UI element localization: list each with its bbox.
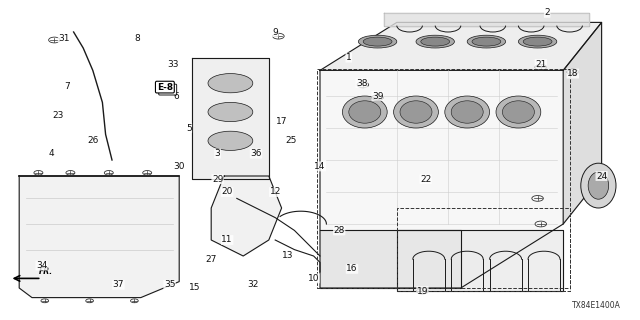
Bar xyxy=(397,208,570,291)
Text: 20: 20 xyxy=(221,188,233,196)
Polygon shape xyxy=(320,230,461,288)
Ellipse shape xyxy=(208,102,253,122)
Polygon shape xyxy=(563,22,602,224)
Text: 22: 22 xyxy=(420,175,431,184)
Polygon shape xyxy=(320,22,602,70)
Text: 9: 9 xyxy=(273,28,278,36)
Text: 13: 13 xyxy=(282,252,294,260)
Text: 39: 39 xyxy=(372,92,383,100)
Text: 10: 10 xyxy=(308,274,319,283)
Text: 2: 2 xyxy=(545,8,550,17)
Text: 31: 31 xyxy=(58,34,70,43)
Text: 26: 26 xyxy=(87,136,99,145)
Text: 15: 15 xyxy=(189,284,201,292)
Text: 34: 34 xyxy=(36,261,47,270)
Text: 19: 19 xyxy=(417,287,428,296)
Ellipse shape xyxy=(416,35,454,48)
Ellipse shape xyxy=(502,101,534,123)
Ellipse shape xyxy=(358,35,397,48)
Ellipse shape xyxy=(208,74,253,93)
Ellipse shape xyxy=(524,37,552,46)
Text: 21: 21 xyxy=(535,60,547,68)
Ellipse shape xyxy=(342,96,387,128)
Text: 3: 3 xyxy=(215,149,220,158)
Text: 28: 28 xyxy=(333,226,345,235)
Text: E-8: E-8 xyxy=(159,85,176,94)
Text: 18: 18 xyxy=(567,69,579,78)
Ellipse shape xyxy=(394,96,438,128)
Text: 12: 12 xyxy=(269,188,281,196)
Ellipse shape xyxy=(581,163,616,208)
Text: 1: 1 xyxy=(346,53,351,62)
Polygon shape xyxy=(19,176,179,298)
Text: 29: 29 xyxy=(212,175,223,184)
Text: 11: 11 xyxy=(221,236,233,244)
Ellipse shape xyxy=(364,37,392,46)
Text: 27: 27 xyxy=(205,255,217,264)
Text: 33: 33 xyxy=(167,60,179,68)
Text: 24: 24 xyxy=(596,172,607,180)
Text: E-8: E-8 xyxy=(157,83,173,92)
Ellipse shape xyxy=(445,96,490,128)
Polygon shape xyxy=(320,70,563,288)
Ellipse shape xyxy=(518,35,557,48)
Text: 38: 38 xyxy=(356,79,367,88)
Polygon shape xyxy=(384,13,589,26)
Text: 25: 25 xyxy=(285,136,297,145)
Polygon shape xyxy=(192,58,269,179)
Text: 5: 5 xyxy=(186,124,191,132)
Text: 36: 36 xyxy=(250,149,262,158)
Text: 7: 7 xyxy=(65,82,70,91)
Text: 16: 16 xyxy=(346,264,358,273)
Text: 4: 4 xyxy=(49,149,54,158)
Text: 23: 23 xyxy=(52,111,63,120)
Ellipse shape xyxy=(496,96,541,128)
Ellipse shape xyxy=(451,101,483,123)
Bar xyxy=(317,69,570,288)
Text: 17: 17 xyxy=(276,117,287,126)
Ellipse shape xyxy=(400,101,432,123)
Ellipse shape xyxy=(467,35,506,48)
Polygon shape xyxy=(397,230,563,291)
Ellipse shape xyxy=(588,172,609,199)
Ellipse shape xyxy=(349,101,381,123)
Text: 30: 30 xyxy=(173,162,185,171)
Text: 6: 6 xyxy=(173,92,179,100)
Ellipse shape xyxy=(421,37,450,46)
Text: 37: 37 xyxy=(113,280,124,289)
Ellipse shape xyxy=(208,131,253,150)
Text: 14: 14 xyxy=(314,162,326,171)
Text: 32: 32 xyxy=(247,280,259,289)
Text: 8: 8 xyxy=(135,34,140,43)
Text: FR.: FR. xyxy=(38,267,52,276)
Text: TX84E1400A: TX84E1400A xyxy=(572,301,621,310)
Text: 35: 35 xyxy=(164,280,175,289)
Polygon shape xyxy=(211,176,282,256)
Ellipse shape xyxy=(472,37,500,46)
